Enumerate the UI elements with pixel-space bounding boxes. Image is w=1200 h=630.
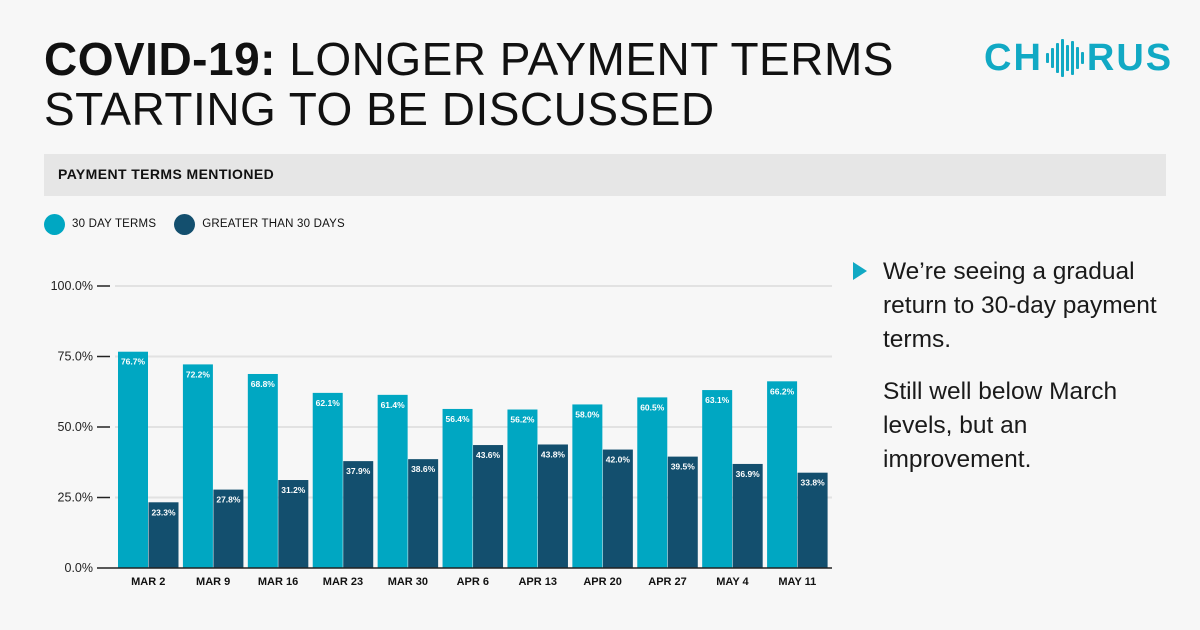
data-label: 33.8%: [801, 478, 826, 488]
bar: [312, 392, 343, 568]
section-header: PAYMENT TERMS MENTIONED: [44, 154, 1166, 196]
bar: [473, 445, 504, 568]
page-title-bold: COVID-19:: [44, 33, 276, 85]
data-label: 56.2%: [510, 415, 535, 425]
data-label: 61.4%: [381, 400, 406, 410]
bar-chart: 0.0% 25.0% 50.0% 75.0% 100.0% 76.7% 23.3% MAR 2…: [51, 279, 832, 588]
x-tick-label: MAR 23: [323, 576, 363, 588]
legend-item-greater-30: GREATER THAN 30 DAYS: [174, 213, 345, 235]
bar: [343, 461, 374, 568]
x-tick-label: MAR 16: [258, 576, 298, 588]
section-label: PAYMENT TERMS MENTIONED: [58, 166, 275, 182]
data-label: 39.5%: [671, 462, 696, 472]
y-tick-label: 0.0%: [65, 561, 94, 575]
bar: [732, 463, 763, 568]
sound-wave-icon: [1045, 38, 1085, 78]
data-label: 72.2%: [186, 369, 211, 379]
bar: [507, 409, 538, 568]
x-tick-label: APR 13: [518, 576, 557, 588]
data-label: 62.1%: [316, 398, 341, 408]
data-label: 38.6%: [411, 464, 436, 474]
legend-label-greater-30: GREATER THAN 30 DAYS: [202, 218, 345, 230]
data-label: 43.6%: [476, 450, 501, 460]
legend-swatch-30-day: [44, 213, 65, 235]
bar: [637, 397, 668, 568]
data-label: 56.4%: [445, 414, 470, 424]
data-label: 76.7%: [121, 357, 146, 367]
bar: [408, 459, 439, 568]
data-label: 23.3%: [151, 507, 176, 517]
x-tick-label: APR 27: [648, 576, 687, 588]
page-title-rest: LONGER PAYMENT TERMS STARTING TO BE DISC…: [44, 33, 894, 135]
data-label: 37.9%: [346, 466, 371, 476]
y-tick-label: 100.0%: [51, 279, 93, 293]
data-label: 43.8%: [541, 449, 566, 459]
bar: [667, 456, 698, 568]
data-label: 36.9%: [736, 469, 761, 479]
chart-legend: 30 DAY TERMS GREATER THAN 30 DAYS: [44, 212, 363, 236]
legend-label-30-day: 30 DAY TERMS: [72, 218, 157, 230]
data-label: 42.0%: [606, 455, 631, 465]
bar: [442, 408, 473, 568]
x-tick-label: APR 20: [583, 576, 622, 588]
logo-text-right: RUS: [1086, 36, 1174, 79]
x-tick-label: MAR 2: [131, 576, 165, 588]
bar: [118, 351, 148, 568]
data-label: 60.5%: [640, 402, 665, 412]
data-label: 27.8%: [216, 495, 241, 505]
bar: [797, 472, 828, 568]
bar: [537, 444, 568, 568]
bar: [182, 364, 213, 568]
y-tick-label: 50.0%: [58, 420, 93, 434]
x-tick-label: MAR 30: [388, 576, 428, 588]
data-label: 66.2%: [770, 386, 795, 396]
insight-point-2: Still well below March levels, but an im…: [883, 378, 1118, 473]
chorus-logo: CH RUS: [984, 36, 1174, 79]
page-title: COVID-19: LONGER PAYMENT TERMS STARTING …: [44, 34, 924, 134]
data-label: 68.8%: [251, 379, 276, 389]
x-tick-label: MAY 4: [716, 576, 749, 588]
bar: [702, 390, 733, 568]
data-label: 63.1%: [705, 395, 730, 405]
bar: [247, 373, 278, 568]
x-tick-label: MAR 9: [196, 576, 230, 588]
bar: [602, 449, 633, 568]
bar: [572, 404, 603, 568]
x-tick-label: MAY 11: [778, 576, 816, 588]
x-tick-label: APR 6: [457, 576, 489, 588]
insights-panel: We’re seeing a gradual return to 30-day …: [852, 255, 1172, 477]
data-label: 58.0%: [575, 409, 600, 419]
bar: [377, 394, 408, 568]
y-tick-label: 75.0%: [58, 350, 93, 364]
logo-text-left: CH: [984, 36, 1043, 79]
bar: [767, 381, 798, 568]
insight-point-1: We’re seeing a gradual return to 30-day …: [852, 255, 1172, 357]
data-label: 31.2%: [281, 485, 306, 495]
legend-swatch-greater-30: [174, 213, 196, 235]
bar: [148, 502, 179, 568]
legend-item-30-day: 30 DAY TERMS: [44, 213, 157, 235]
y-tick-label: 25.0%: [58, 491, 93, 505]
bar: [278, 480, 309, 568]
bar: [213, 489, 244, 568]
